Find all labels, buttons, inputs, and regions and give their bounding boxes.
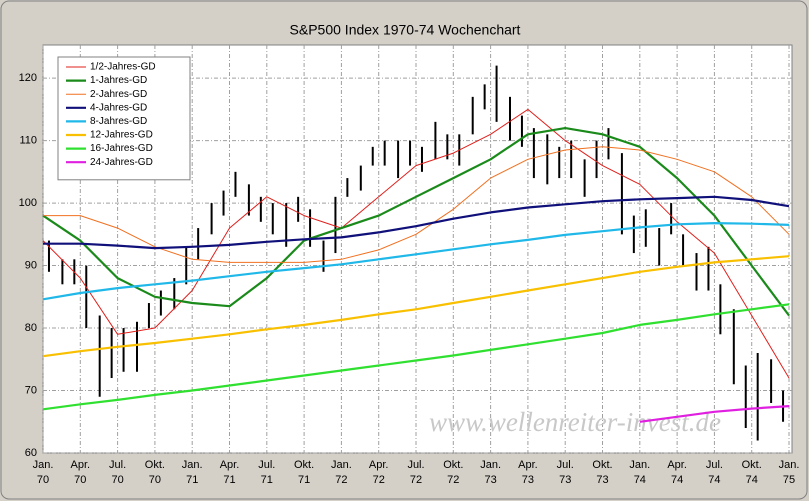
x-tick-label: Jan. 72 [331, 459, 352, 486]
x-tick-label: Apr. 74 [667, 459, 687, 486]
watermark: www.wellenreiter-invest.de [429, 407, 721, 437]
x-tick-label: Okt. 74 [741, 459, 762, 486]
legend-label: 8-Jahres-GD [90, 116, 147, 127]
y-tick-label: 120 [19, 72, 37, 84]
legend-label: 1/2-Jahres-GD [90, 62, 156, 73]
x-tick-label: Jan. 74 [629, 459, 651, 486]
ma-line [42, 127, 790, 317]
x-tick-label: Apr. 72 [368, 459, 389, 486]
legend-label: 4-Jahres-GD [90, 102, 147, 113]
legend-label: 16-Jahres-GD [90, 143, 153, 154]
legend-box [57, 56, 191, 181]
ma-line [639, 405, 790, 423]
x-tick-label: Jan. 75 [778, 459, 800, 486]
y-tick-label: 80 [25, 322, 37, 334]
y-tick-label: 70 [25, 384, 37, 396]
x-tick-label: Apr. 71 [219, 459, 240, 486]
y-tick-label: 110 [19, 135, 37, 147]
ma-line [43, 195, 790, 250]
x-tick-label: Okt. 72 [443, 459, 464, 486]
legend-label: 2-Jahres-GD [90, 89, 147, 100]
x-tick-label: Jan. 73 [480, 459, 501, 486]
ma-line [42, 108, 790, 379]
x-tick-label: Jan. 70 [32, 459, 54, 486]
legend-label: 12-Jahres-GD [90, 130, 153, 141]
y-tick-label: 60 [25, 447, 37, 459]
chart-title: S&P500 Index 1970-74 Wochenchart [290, 22, 521, 38]
x-tick-label: Apr. 70 [70, 459, 91, 486]
x-tick-label: Jul. 73 [556, 459, 574, 486]
x-tick-label: Apr. 73 [518, 459, 538, 486]
x-tick-label: Jul. 70 [109, 459, 127, 486]
x-tick-label: Okt. 71 [294, 459, 315, 486]
y-tick-label: 100 [19, 197, 37, 209]
y-tick-label: 90 [25, 259, 37, 271]
ma-line [42, 303, 790, 411]
ma-line [42, 255, 790, 358]
ma-line [43, 146, 790, 263]
x-tick-label: Okt. 70 [144, 459, 165, 486]
x-tick-label: Jan. 71 [181, 459, 203, 486]
x-tick-label: Okt. 73 [592, 459, 613, 486]
x-tick-label: Jul. 72 [407, 459, 425, 486]
x-tick-label: Jul. 71 [258, 459, 276, 486]
legend-label: 24-Jahres-GD [90, 157, 153, 168]
x-tick-label: Jul. 74 [705, 459, 723, 486]
legend-label: 1-Jahres-GD [90, 75, 147, 86]
ma-line [42, 222, 790, 301]
